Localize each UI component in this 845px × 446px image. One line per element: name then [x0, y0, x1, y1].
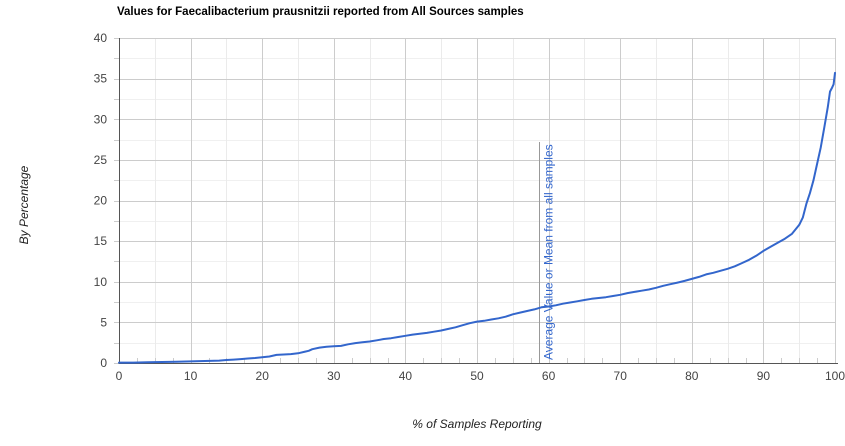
x-tick-label: 20	[256, 369, 270, 383]
y-tick-label: 20	[94, 194, 108, 208]
y-tick-label: 15	[94, 234, 108, 248]
x-tick-label: 30	[327, 369, 341, 383]
x-tick-label: 80	[685, 369, 699, 383]
series-line	[118, 71, 836, 364]
x-tick-label: 70	[614, 369, 628, 383]
y-tick-label: 35	[94, 72, 108, 86]
y-tick-label: 30	[94, 112, 108, 126]
y-tick-label: 25	[94, 153, 108, 167]
x-tick-label: 10	[184, 369, 198, 383]
x-tick-label: 90	[757, 369, 771, 383]
y-tick-label: 10	[94, 275, 108, 289]
y-tick-label: 40	[94, 31, 108, 45]
annotation-label: Average Value or Mean from all samples	[541, 144, 555, 360]
x-tick-label: 0	[116, 369, 123, 383]
x-tick-label: 40	[399, 369, 413, 383]
x-tick-label: 60	[542, 369, 556, 383]
x-axis-title: % of Samples Reporting	[412, 417, 542, 431]
y-tick-label: 5	[100, 315, 107, 329]
y-axis-title: By Percentage	[17, 165, 31, 245]
y-tick-label: 0	[100, 356, 107, 370]
chart-title: Values for Faecalibacterium prausnitzii …	[117, 6, 524, 18]
x-tick-label: 50	[470, 369, 484, 383]
x-tick-label: 100	[825, 369, 845, 383]
